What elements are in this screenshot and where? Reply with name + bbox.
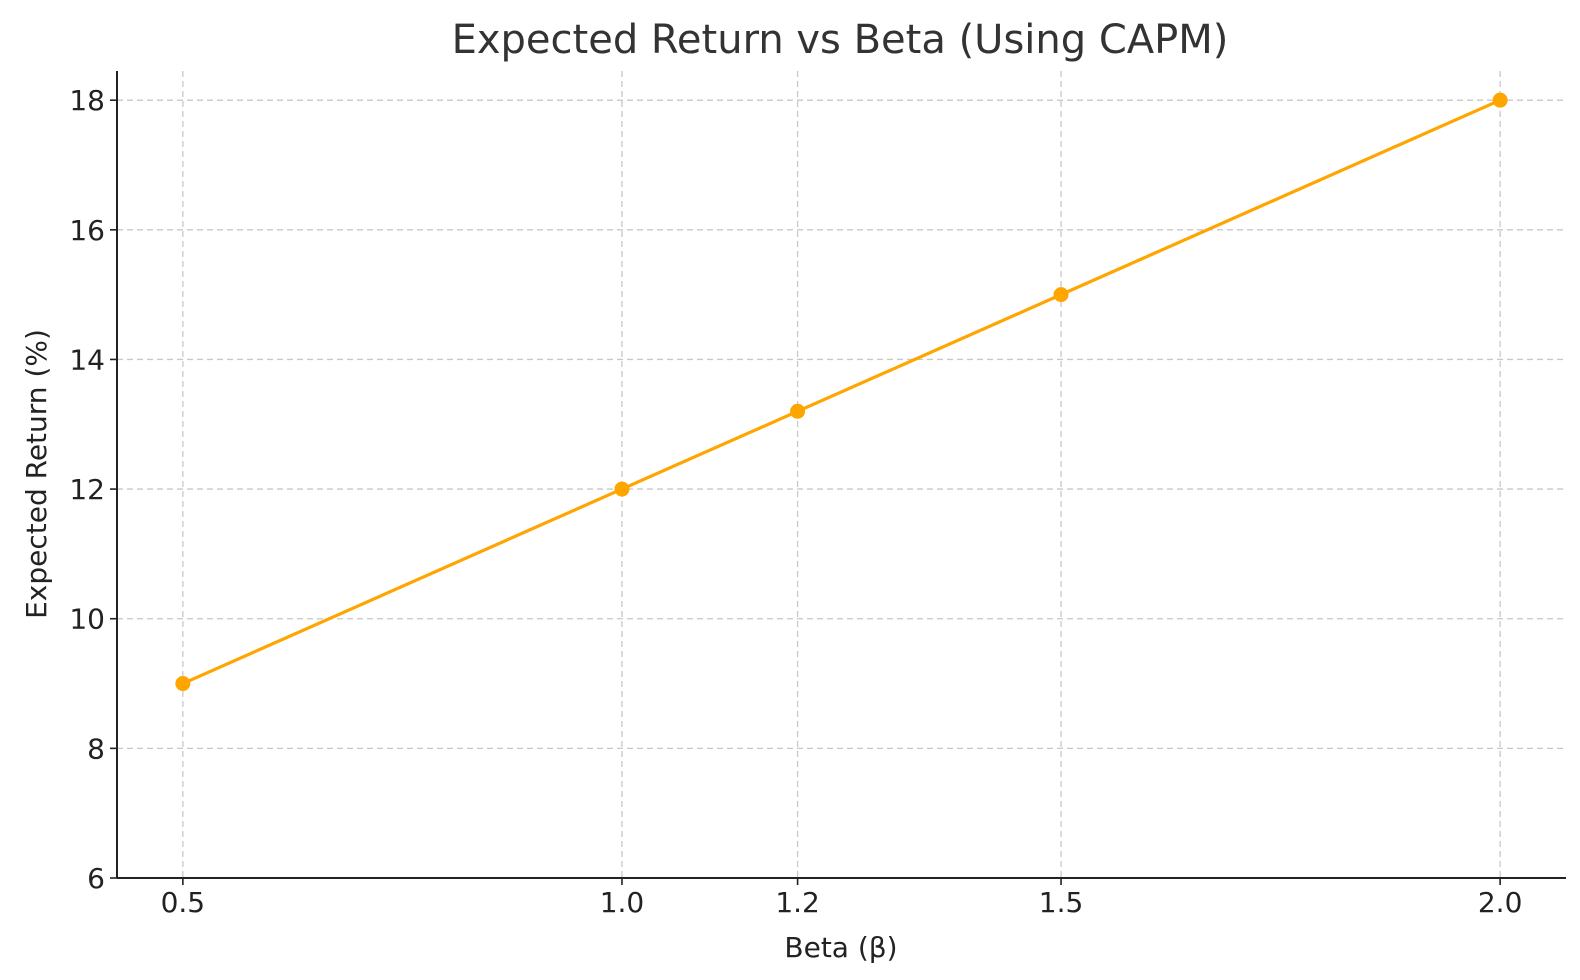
y-tick-label: 16	[69, 214, 105, 247]
data-point	[1492, 92, 1508, 108]
series-line	[181, 98, 1502, 686]
x-tick-label: 1.0	[600, 886, 645, 919]
x-tick-label: 1.5	[1039, 886, 1084, 919]
y-axis-label: Expected Return (%)	[20, 329, 53, 619]
data-point	[790, 403, 806, 419]
y-tick-label: 18	[69, 84, 105, 117]
y-tick-label: 8	[87, 732, 105, 765]
x-axis-label: Beta (β)	[784, 931, 897, 964]
y-tick-label: 10	[69, 603, 105, 636]
x-axis-ticks: 0.5 1.0 1.2 1.5 2.0	[161, 878, 1523, 919]
x-tick-label: 2.0	[1478, 886, 1523, 919]
series-layer	[175, 92, 1508, 692]
chart-title: Expected Return vs Beta (Using CAPM)	[452, 17, 1229, 63]
y-tick-label: 6	[87, 862, 105, 895]
x-tick-label: 0.5	[161, 886, 206, 919]
axes-frame	[116, 71, 1566, 879]
y-tick-label: 14	[69, 343, 105, 376]
x-tick-label: 1.2	[775, 886, 820, 919]
y-tick-label: 12	[69, 473, 105, 506]
data-point	[1053, 287, 1069, 303]
y-axis-ticks: 6 8 10 12 14 16 18	[69, 84, 117, 895]
data-point	[614, 481, 630, 497]
data-point	[175, 676, 191, 692]
grid	[117, 71, 1566, 879]
